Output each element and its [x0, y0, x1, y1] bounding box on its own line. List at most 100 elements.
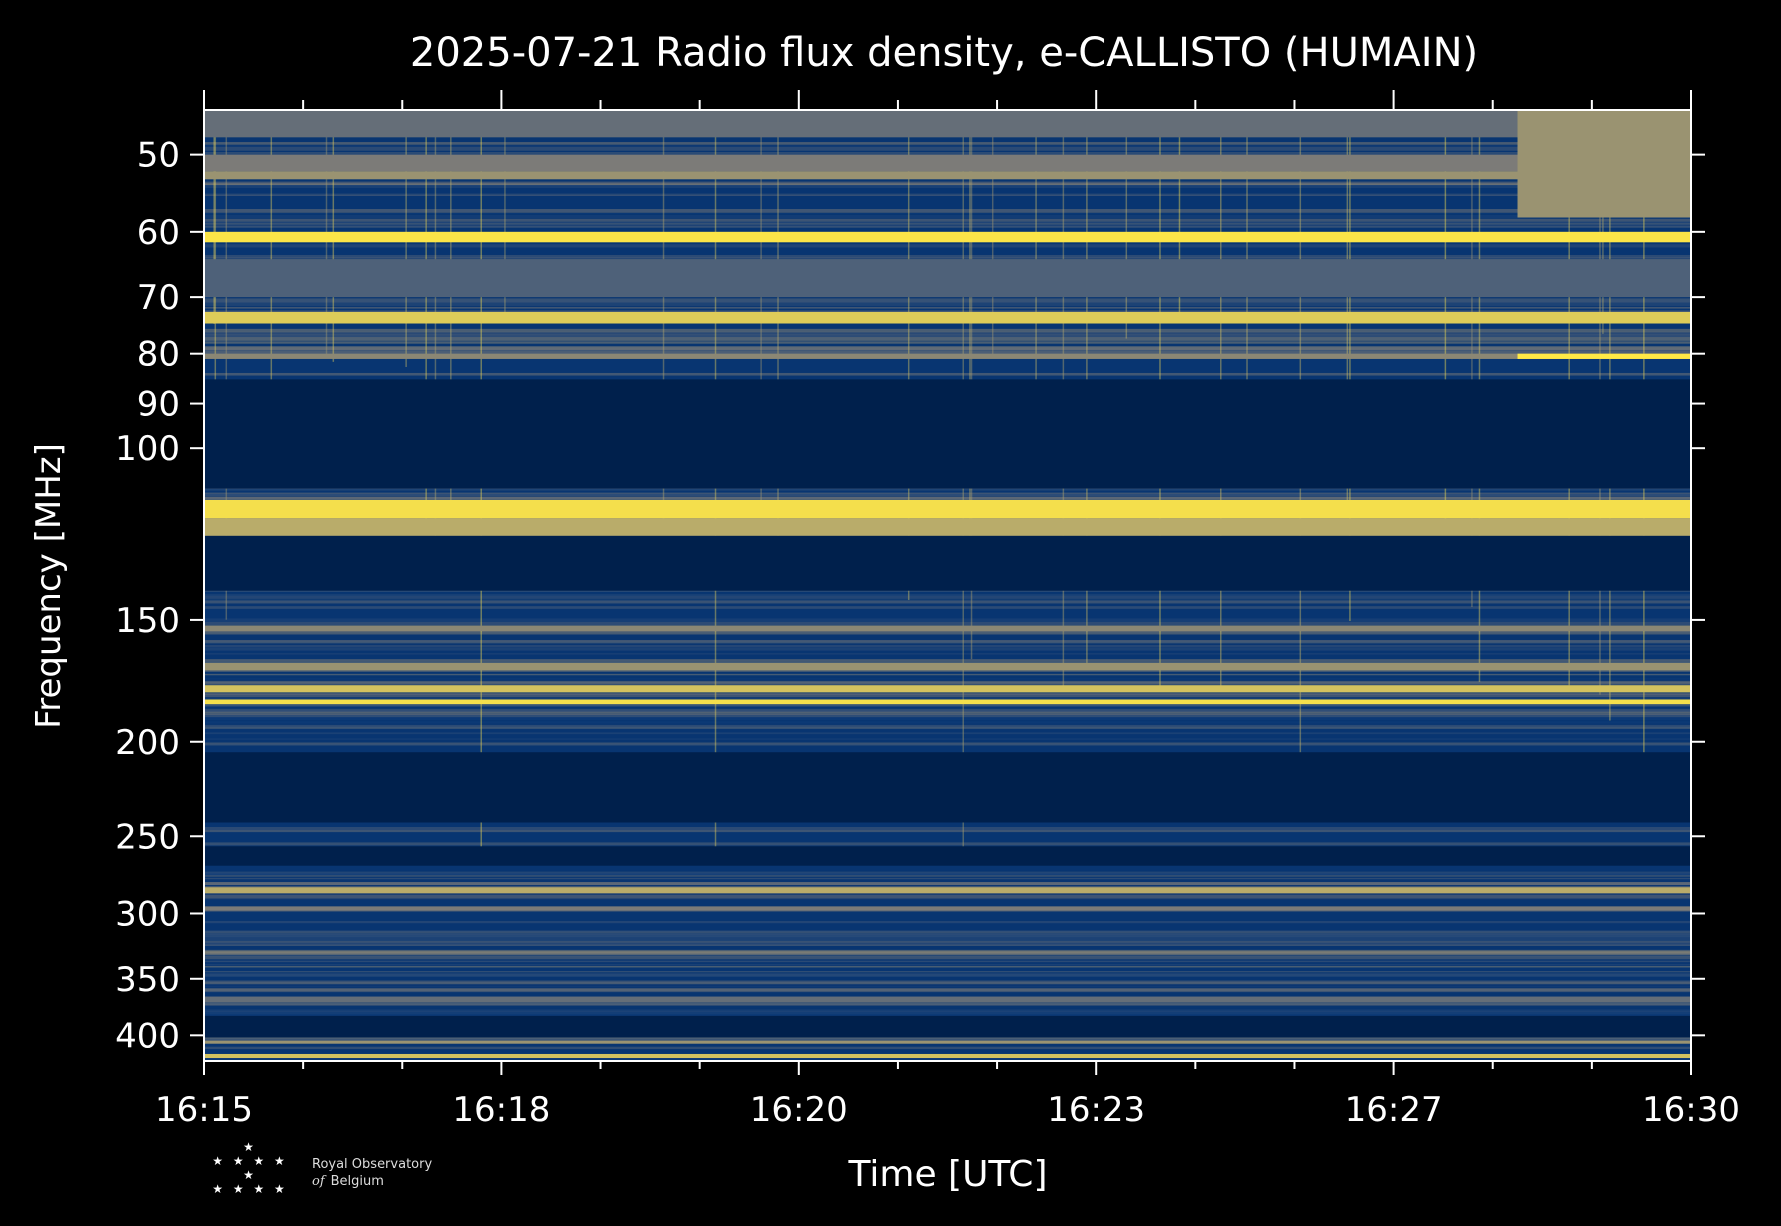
frequency-band: [204, 499, 1691, 519]
noise-band: [204, 334, 1691, 338]
noise-band: [204, 988, 1691, 993]
noise-spike: [213, 110, 215, 324]
noise-band: [204, 937, 1691, 942]
noise-band: [204, 982, 1691, 984]
logo-stars-icon: ★ ★ ★ ★ ★ ★ ★ ★ ★ ★: [212, 1140, 288, 1196]
noise-band: [204, 718, 1691, 720]
noise-band: [204, 346, 1691, 351]
noise-band: [204, 214, 1691, 219]
noise-band: [204, 298, 1691, 301]
y-tick-label: 300: [115, 894, 180, 934]
noise-band: [204, 328, 1691, 333]
frequency-band: [204, 535, 1691, 591]
noise-band: [204, 732, 1691, 735]
noise-band: [204, 306, 1691, 309]
noise-band: [204, 951, 1691, 955]
noise-band: [204, 337, 1691, 341]
noise-band: [204, 944, 1691, 946]
plot-frame: [203, 109, 1692, 1062]
noise-band: [204, 827, 1691, 831]
noise-band: [204, 352, 1691, 355]
noise-band: [204, 630, 1691, 635]
y-axis-label: Frequency [MHz]: [29, 443, 69, 729]
noise-band: [204, 898, 1691, 900]
logo-text-line1: Royal Observatory: [312, 1157, 433, 1172]
noise-spike: [1602, 110, 1604, 334]
frequency-band: [204, 996, 1691, 1003]
frequency-band: [204, 311, 1691, 324]
x-tick-label: 16:20: [750, 1090, 848, 1130]
y-tick-label: 60: [137, 213, 180, 253]
y-tick-label: 80: [137, 335, 180, 375]
y-tick-label: 100: [115, 429, 180, 469]
noise-band: [204, 965, 1691, 968]
noise-band: [204, 299, 1691, 303]
noise-spike: [777, 110, 779, 555]
noise-band: [204, 956, 1691, 960]
frequency-band: [204, 887, 1691, 894]
noise-spike: [760, 110, 762, 514]
noise-band: [204, 941, 1691, 945]
noise-band: [204, 738, 1691, 740]
noise-spike: [1035, 110, 1037, 391]
noise-band: [204, 724, 1691, 728]
noise-band: [204, 1014, 1691, 1017]
frequency-band: [204, 154, 1691, 172]
noise-band: [204, 225, 1691, 228]
y-tick-label: 90: [137, 385, 180, 425]
noise-spike: [504, 110, 506, 319]
noise-band: [204, 743, 1691, 746]
frequency-band: [204, 662, 1691, 671]
frequency-band: [204, 110, 1691, 138]
noise-band: [204, 930, 1691, 933]
y-tick-label: 250: [115, 817, 180, 857]
noise-band: [204, 963, 1691, 966]
y-tick-label: 150: [115, 601, 180, 641]
frequency-band: [204, 379, 1691, 489]
noise-band: [204, 960, 1691, 963]
frequency-band: [204, 625, 1691, 632]
noise-band: [204, 920, 1691, 924]
noise-band: [204, 244, 1691, 248]
frequency-band: [204, 518, 1691, 536]
frequency-band: [204, 1040, 1691, 1044]
noise-band: [204, 599, 1691, 602]
noise-band: [204, 882, 1691, 886]
noise-band: [204, 302, 1691, 306]
noise-band: [204, 973, 1691, 977]
frequency-band: [204, 259, 1691, 298]
chart-title: 2025-07-21 Radio flux density, e-CALLIST…: [410, 30, 1478, 76]
noise-band: [204, 644, 1691, 648]
noise-band: [204, 842, 1691, 846]
noise-band: [204, 600, 1691, 604]
x-tick-label: 16:18: [452, 1090, 550, 1130]
noise-band: [204, 985, 1691, 987]
noise-band: [204, 341, 1691, 344]
frequency-band: [204, 699, 1691, 705]
noise-band: [204, 145, 1691, 147]
noise-band: [204, 711, 1691, 716]
noise-band: [204, 877, 1691, 880]
royal-observatory-logo: ★ ★ ★ ★ ★ ★ ★ ★ ★ ★ Royal Observatory of…: [205, 1140, 465, 1200]
noise-band: [204, 621, 1691, 626]
x-axis: 16:15 16:18 16:20 16:23 16:27 16:30: [155, 90, 1740, 1130]
noise-band: [204, 1012, 1691, 1017]
noise-band: [204, 930, 1691, 934]
frequency-band: [204, 353, 1691, 359]
noise-band: [204, 709, 1691, 712]
frequency-band: [204, 171, 1691, 180]
noise-band: [204, 693, 1691, 698]
noise-band: [204, 1057, 1691, 1060]
noise-band: [204, 673, 1691, 676]
noise-spike: [1346, 110, 1349, 507]
noise-band: [204, 642, 1691, 644]
noise-band: [204, 212, 1691, 215]
noise-band: [204, 715, 1691, 720]
frequency-band: [204, 906, 1691, 911]
frequency-band: [204, 1015, 1691, 1038]
noise-band: [204, 714, 1691, 718]
frequency-bands: [204, 110, 1691, 1058]
noise-band: [204, 496, 1691, 500]
noise-band: [204, 618, 1691, 622]
